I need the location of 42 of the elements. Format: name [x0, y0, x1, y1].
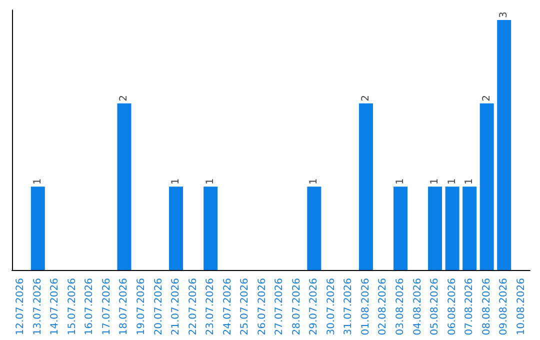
data-label: 2 [360, 94, 372, 102]
x-tick-label: 27.07.2026 [274, 278, 286, 336]
data-label: 1 [395, 178, 406, 185]
x-tick-label: 30.07.2026 [326, 278, 337, 336]
x-tick-label: 24.07.2026 [222, 278, 234, 336]
x-tick-label: 08.08.2026 [481, 278, 492, 336]
x-tick-label: 28.07.2026 [291, 278, 302, 336]
x-tick-label: 29.07.2026 [308, 278, 320, 336]
data-label: 1 [32, 178, 44, 185]
data-label: 1 [308, 178, 320, 185]
data-label: 1 [464, 178, 476, 185]
data-label: 1 [170, 178, 182, 185]
x-tick-label: 14.07.2026 [50, 278, 61, 336]
x-tick-label: 13.07.2026 [32, 278, 44, 336]
x-tick-label: 25.07.2026 [240, 278, 251, 336]
x-tick-label: 21.07.2026 [170, 278, 182, 336]
x-tick-label: 07.08.2026 [464, 278, 476, 336]
data-label: 1 [446, 178, 458, 185]
x-tick-label: 04.08.2026 [412, 278, 424, 336]
x-tick-label: 02.08.2026 [378, 278, 389, 336]
x-tick-label: 19.07.2026 [136, 278, 147, 336]
x-tick-label: 18.07.2026 [118, 278, 130, 336]
x-tick-label: 10.08.2026 [516, 278, 527, 336]
x-tick-label: 22.07.2026 [188, 278, 199, 336]
x-tick-label: 31.07.2026 [343, 278, 354, 336]
x-tick-label: 01.08.2026 [360, 278, 372, 336]
x-tick-label: 20.07.2026 [153, 278, 164, 336]
data-label: 2 [481, 94, 492, 102]
data-label: 1 [205, 178, 216, 185]
x-tick-label: 06.08.2026 [446, 278, 458, 336]
x-tick-label: 05.08.2026 [430, 278, 441, 336]
data-label: 2 [118, 94, 130, 102]
x-tick-label: 17.07.2026 [101, 278, 112, 336]
x-tick-label: 16.07.2026 [84, 278, 96, 336]
data-label: 3 [498, 12, 510, 18]
x-tick-label: 12.07.2026 [15, 278, 26, 336]
x-tick-label: 15.07.2026 [66, 278, 78, 336]
x-tick-label: 09.08.2026 [498, 278, 510, 336]
data-label: 1 [430, 178, 441, 185]
x-tick-label: 03.08.2026 [395, 278, 406, 336]
x-tick-label: 23.07.2026 [205, 278, 216, 336]
x-tick-label: 26.07.2026 [256, 278, 268, 336]
